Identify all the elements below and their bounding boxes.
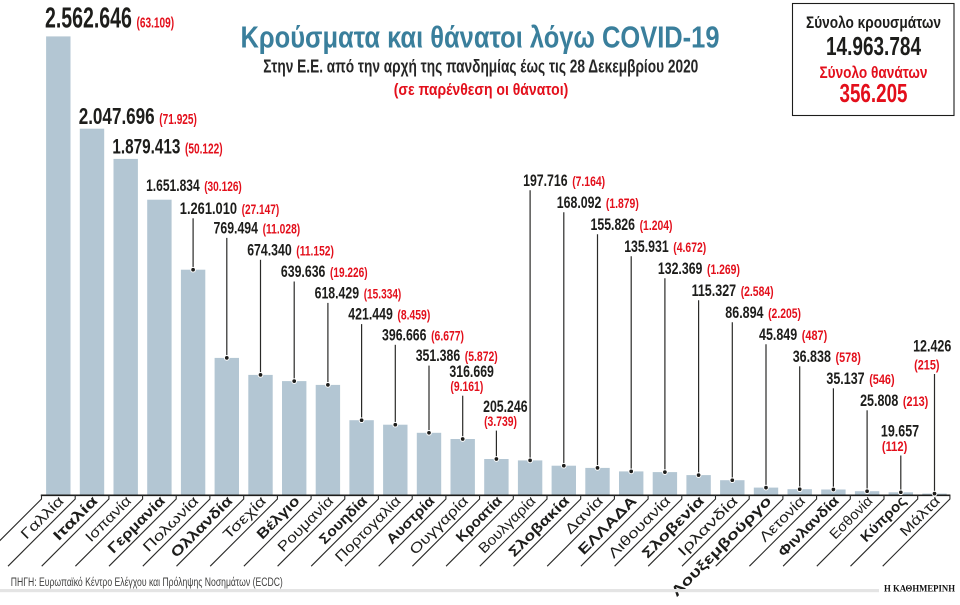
- svg-text:45.849: 45.849: [759, 325, 797, 344]
- svg-text:(2.205): (2.205): [768, 306, 801, 321]
- svg-text:(1.269): (1.269): [707, 262, 740, 277]
- svg-text:618.429: 618.429: [315, 283, 360, 302]
- svg-text:316.669: 316.669: [449, 362, 494, 381]
- svg-text:36.838: 36.838: [793, 347, 831, 366]
- svg-text:(8.459): (8.459): [397, 308, 430, 323]
- svg-text:(1.204): (1.204): [640, 218, 673, 233]
- svg-text:132.369: 132.369: [658, 259, 703, 278]
- svg-text:2.047.696: 2.047.696: [79, 103, 155, 129]
- svg-text:205.246: 205.246: [483, 397, 527, 416]
- svg-text:Σύνολο θανάτων: Σύνολο θανάτων: [820, 64, 928, 82]
- svg-text:19.657: 19.657: [881, 422, 919, 441]
- svg-text:135.931: 135.931: [624, 237, 669, 256]
- svg-text:(213): (213): [903, 394, 928, 409]
- svg-text:155.826: 155.826: [591, 215, 636, 234]
- svg-text:(4.672): (4.672): [673, 240, 706, 255]
- svg-text:(71.925): (71.925): [159, 112, 197, 128]
- svg-text:(6.677): (6.677): [431, 328, 464, 343]
- svg-text:674.340: 674.340: [247, 240, 292, 259]
- svg-text:(3.739): (3.739): [484, 414, 517, 429]
- svg-text:356.205: 356.205: [840, 78, 908, 108]
- svg-text:1.261.010: 1.261.010: [180, 199, 237, 218]
- svg-text:Στην Ε.Ε. από την αρχή της παν: Στην Ε.Ε. από την αρχή της πανδημίας έως…: [263, 57, 698, 77]
- svg-text:35.137: 35.137: [826, 369, 864, 388]
- svg-text:(2.584): (2.584): [741, 284, 774, 299]
- svg-text:197.716: 197.716: [523, 171, 568, 190]
- svg-text:(27.147): (27.147): [242, 202, 280, 217]
- svg-text:(487): (487): [802, 328, 827, 343]
- svg-text:(30.126): (30.126): [204, 179, 242, 194]
- svg-text:86.894: 86.894: [725, 303, 764, 322]
- svg-text:351.386: 351.386: [416, 346, 461, 365]
- svg-text:(578): (578): [836, 350, 861, 365]
- svg-text:(7.164): (7.164): [572, 174, 605, 189]
- svg-text:(215): (215): [914, 358, 939, 373]
- svg-text:(11.028): (11.028): [263, 221, 301, 236]
- svg-text:(19.226): (19.226): [330, 265, 368, 280]
- svg-text:(σε παρένθεση οι θάνατοι): (σε παρένθεση οι θάνατοι): [394, 80, 569, 99]
- svg-text:(5.872): (5.872): [465, 349, 498, 364]
- svg-text:769.494: 769.494: [214, 218, 259, 237]
- svg-text:ΠΗΓΗ: Ευρωπαϊκό Κέντρο Ελέγχου: ΠΗΓΗ: Ευρωπαϊκό Κέντρο Ελέγχου και Πρόλη…: [11, 577, 283, 589]
- svg-text:115.327: 115.327: [692, 281, 737, 300]
- svg-text:(1.879): (1.879): [606, 196, 639, 211]
- svg-text:(11.152): (11.152): [296, 243, 334, 258]
- svg-text:Σύνολο κρουσμάτων: Σύνολο κρουσμάτων: [806, 14, 941, 32]
- svg-text:421.449: 421.449: [348, 305, 393, 324]
- svg-text:25.808: 25.808: [860, 391, 898, 410]
- svg-text:(112): (112): [882, 439, 907, 454]
- svg-text:(63.109): (63.109): [137, 16, 175, 32]
- svg-text:(15.334): (15.334): [364, 286, 402, 301]
- svg-text:1.879.413: 1.879.413: [112, 135, 180, 158]
- svg-text:396.666: 396.666: [382, 325, 427, 344]
- svg-text:14.963.784: 14.963.784: [826, 33, 922, 61]
- svg-text:12.426: 12.426: [913, 336, 951, 355]
- svg-text:Κρούσματα και θάνατοι λόγω COV: Κρούσματα και θάνατοι λόγω COVID-19: [241, 20, 720, 55]
- svg-text:(50.122): (50.122): [185, 141, 223, 157]
- svg-text:2.562.646: 2.562.646: [45, 3, 132, 35]
- svg-text:(546): (546): [869, 372, 894, 387]
- svg-text:1.651.834: 1.651.834: [146, 176, 200, 195]
- svg-text:639.636: 639.636: [281, 262, 326, 281]
- svg-text:(9.161): (9.161): [450, 379, 483, 394]
- svg-text:Η ΚΑΘΗΜΕΡΙΝΗ: Η ΚΑΘΗΜΕΡΙΝΗ: [884, 584, 955, 594]
- svg-text:168.092: 168.092: [557, 193, 602, 212]
